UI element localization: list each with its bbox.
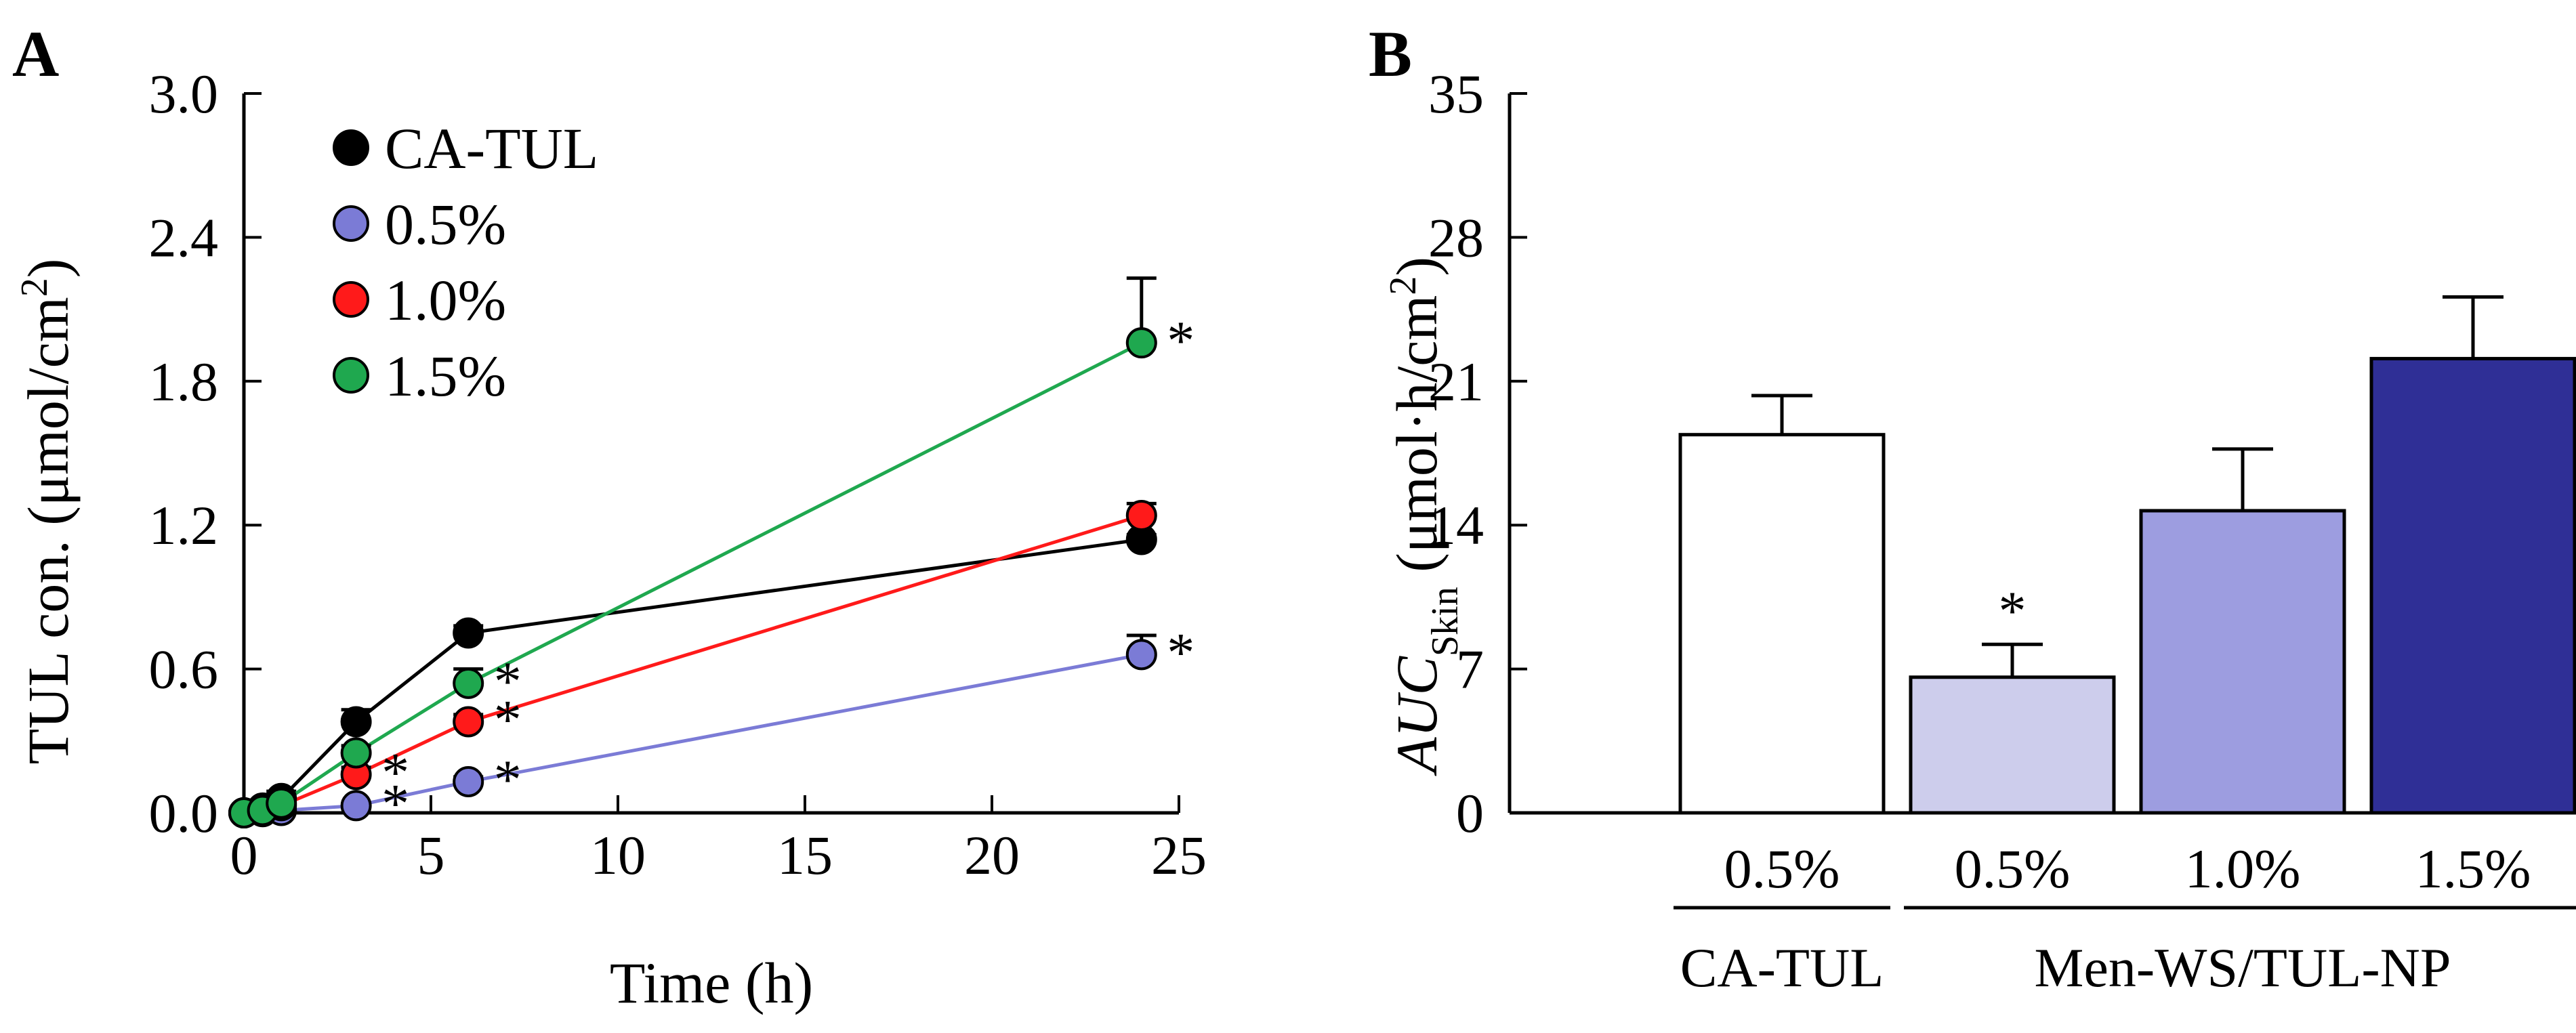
- panel-b-ticks: 0 7 14 21 28 35: [1428, 63, 1527, 844]
- group-label: Men-WS/TUL-NP: [2035, 937, 2451, 998]
- legend-label: 1.0%: [385, 268, 506, 333]
- panel-a: A 0 5 10 15 20 250.00.61.21.82.43.0 * ****** C…: [12, 18, 1207, 1015]
- x-tick-label: 0: [230, 824, 258, 886]
- y-axis-title-b: AUCSkin (μmol·h/cm2): [1382, 257, 1466, 776]
- x-tick-label: 25: [1151, 824, 1207, 886]
- data-point: [1125, 639, 1157, 671]
- data-point: [340, 706, 372, 738]
- series-line: [243, 652, 1142, 815]
- y-tick-label: 3.0: [149, 63, 219, 125]
- panel-a-legend: CA-TUL 0.5% 1.0% 1.5%: [333, 116, 598, 408]
- y-tick-label: 28: [1428, 207, 1484, 268]
- panel-b-letter: B: [1369, 18, 1412, 90]
- panel-a-series: * ******: [228, 276, 1194, 834]
- data-point: [266, 787, 297, 819]
- significance-star: *: [381, 741, 409, 803]
- legend-marker: [333, 129, 369, 166]
- bar-group: [2369, 295, 2576, 815]
- x-tick-label: 10: [590, 824, 646, 886]
- series-line: [243, 513, 1142, 815]
- data-point: [453, 765, 484, 797]
- category-label: 0.5%: [1724, 838, 1840, 900]
- data-point: [340, 790, 372, 822]
- bar: [1909, 675, 2116, 815]
- data-point: [453, 617, 484, 649]
- y-tick-label: 1.2: [149, 494, 219, 556]
- data-point: [1125, 327, 1157, 359]
- panel-a-ticks: 0 5 10 15 20 25 0.0 0.6 1.2 1.8 2.4 3.0: [149, 63, 1207, 886]
- significance-star: *: [1999, 580, 2027, 641]
- legend-label: CA-TUL: [385, 116, 598, 181]
- significance-star: *: [1167, 310, 1194, 371]
- y-tick-label: 2.4: [149, 207, 219, 268]
- data-point: [340, 737, 372, 769]
- bar: [2139, 509, 2346, 815]
- x-axis-title: Time (h): [610, 950, 813, 1015]
- significance-star: *: [494, 749, 522, 810]
- panel-a-axes: [242, 93, 1179, 815]
- legend-marker: [333, 205, 369, 242]
- bar-group: *: [1909, 580, 2116, 815]
- legend-label: 0.5%: [385, 192, 506, 257]
- y-axis-title-a: TUL con. (μmol/cm2): [14, 259, 81, 765]
- series-1.0%: [243, 501, 1157, 815]
- y-tick-label: 0: [1456, 782, 1484, 844]
- panel-a-letter: A: [12, 18, 59, 90]
- points-1.5%: **: [228, 310, 1194, 828]
- significance-star: *: [1167, 621, 1194, 683]
- bar: [2369, 356, 2576, 815]
- data-point: [1125, 500, 1157, 532]
- y-tick-label: 14: [1428, 494, 1484, 556]
- series-line: [243, 537, 1142, 815]
- category-label: 1.5%: [2415, 838, 2531, 900]
- series-0.5%: [243, 633, 1157, 815]
- series-line: [243, 341, 1142, 815]
- panel-b-categories: 0.5% 0.5% 1.0% 1.5% CA-TUL Men-WS/TUL-NP: [1674, 838, 2576, 998]
- bar-group: [2139, 447, 2346, 815]
- y-tick-label: 1.8: [149, 351, 219, 413]
- category-label: 1.0%: [2185, 838, 2301, 900]
- bar-group: [1678, 394, 1886, 815]
- series-1.5%: [243, 276, 1157, 815]
- data-point: [453, 706, 484, 738]
- significance-star: *: [494, 688, 522, 750]
- panel-b: B 0 7 14 21 28 35 * 0.5% 0.5% 1.0% 1.5% CA-TUL Men…: [1369, 18, 2576, 998]
- panel-b-bars: *: [1678, 295, 2576, 815]
- y-tick-label: 21: [1428, 351, 1484, 413]
- significance-star: *: [381, 772, 409, 834]
- x-tick-label: 20: [964, 824, 1020, 886]
- y-tick-label: 7: [1456, 639, 1484, 700]
- legend-marker: [333, 357, 369, 394]
- bar: [1678, 433, 1886, 815]
- points-1.0%: **: [228, 500, 1157, 828]
- category-label: 0.5%: [1955, 838, 2071, 900]
- significance-star: *: [494, 650, 522, 712]
- legend-marker: [333, 281, 369, 318]
- y-tick-label: 0.0: [149, 782, 219, 844]
- x-tick-label: 5: [417, 824, 445, 886]
- y-tick-label: 35: [1428, 63, 1484, 125]
- data-point: [453, 667, 484, 699]
- x-tick-label: 15: [777, 824, 833, 886]
- legend-label: 1.5%: [385, 343, 506, 408]
- y-tick-label: 0.6: [149, 639, 219, 700]
- group-label: CA-TUL: [1680, 937, 1884, 998]
